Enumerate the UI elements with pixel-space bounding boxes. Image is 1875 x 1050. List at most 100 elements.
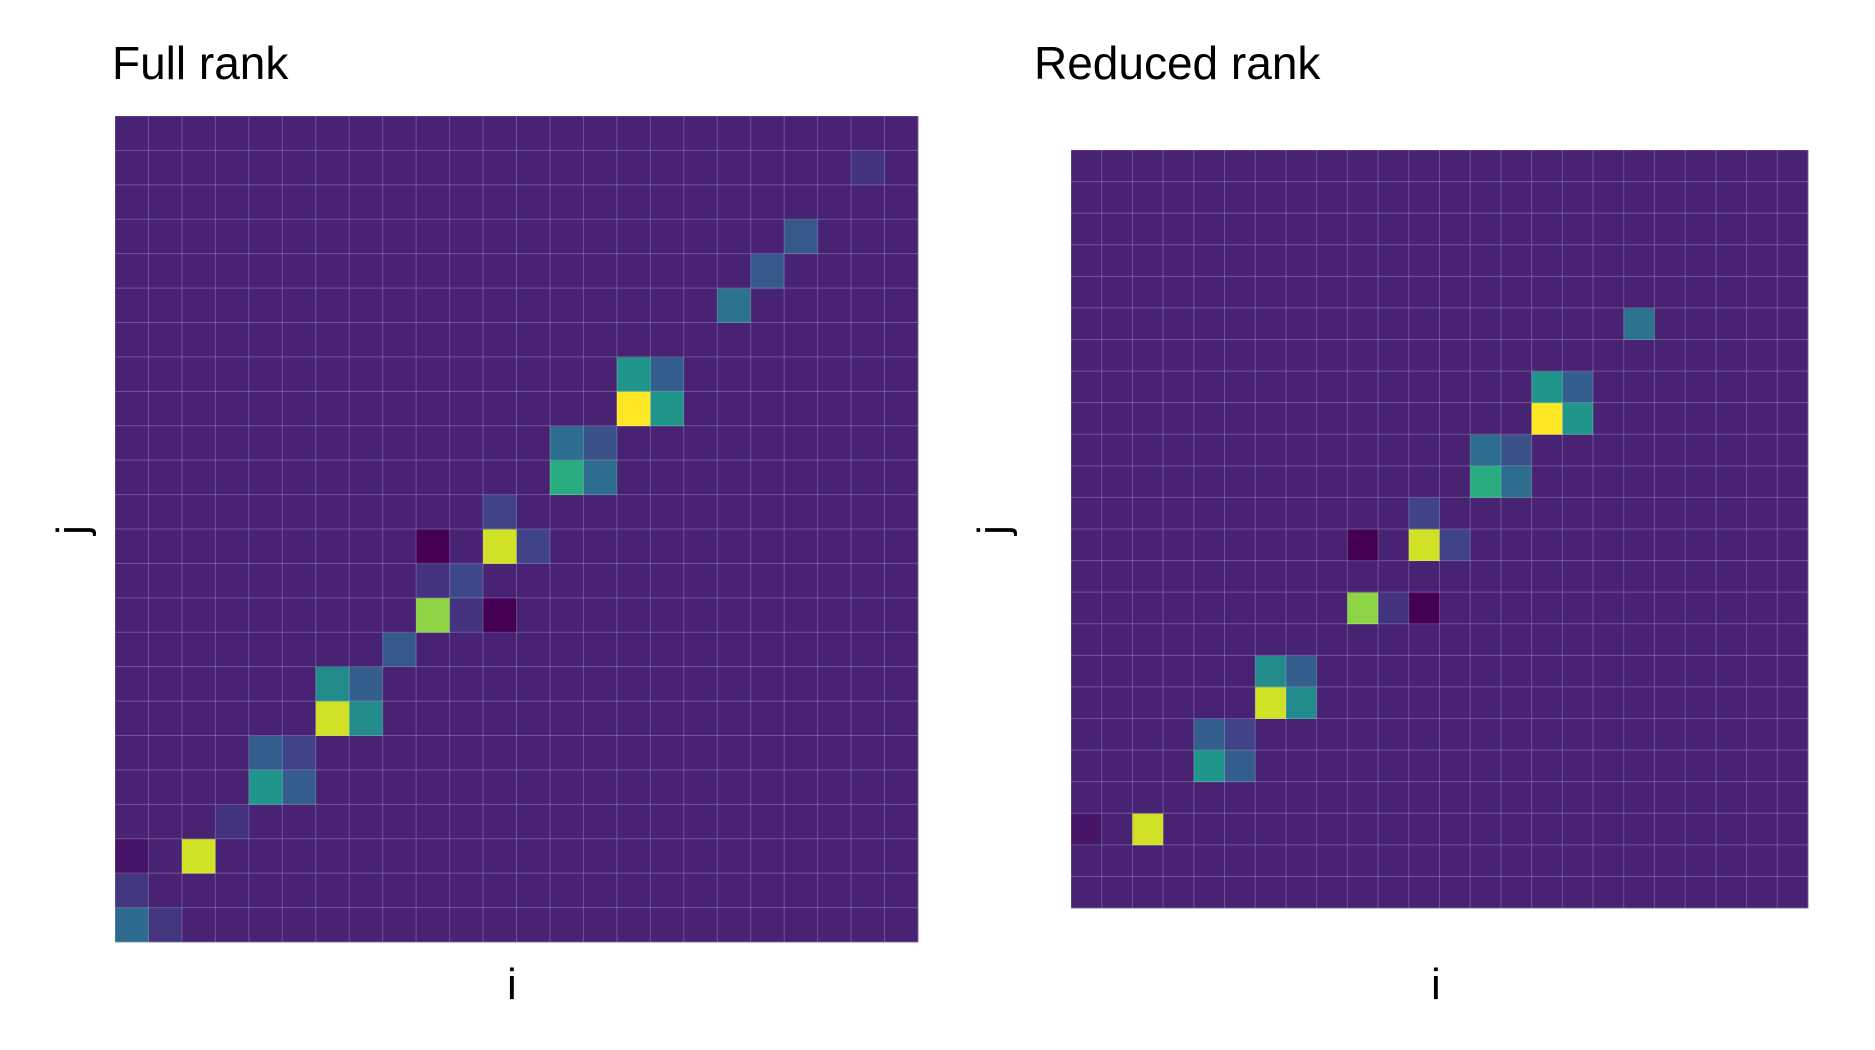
heatmap-cell	[1163, 244, 1195, 277]
heatmap-cell	[1316, 371, 1348, 404]
heatmap-cell	[416, 322, 450, 358]
heatmap-cell	[1378, 371, 1410, 404]
heatmap-cell	[784, 184, 819, 220]
heatmap-cell	[1470, 402, 1502, 435]
heatmap-cell	[1347, 497, 1379, 530]
heatmap-cell	[416, 150, 450, 186]
heatmap-cell	[516, 769, 551, 805]
heatmap-cell	[884, 425, 919, 461]
heatmap-cell	[1531, 276, 1563, 309]
heatmap-cell	[784, 219, 819, 255]
heatmap-cell	[1193, 813, 1225, 846]
heatmap-cell	[148, 529, 183, 564]
heatmap-cell	[650, 184, 685, 220]
heatmap-cell	[483, 873, 517, 908]
heatmap-cell	[1562, 592, 1594, 625]
heatmap-cell	[683, 563, 718, 599]
heatmap-cell	[683, 391, 718, 427]
heatmap-cell	[1715, 781, 1747, 814]
heatmap-cell	[1500, 434, 1533, 467]
heatmap-cell	[750, 494, 785, 530]
heatmap-cell	[884, 597, 919, 633]
heatmap-cell	[416, 563, 450, 599]
heatmap-cell	[1071, 213, 1103, 246]
heatmap-cell	[1101, 371, 1133, 404]
heatmap-cell	[382, 735, 417, 771]
heatmap-cell	[1439, 876, 1471, 909]
heatmap-cell	[1285, 750, 1318, 783]
heatmap-cell	[1562, 213, 1594, 246]
heatmap-cell	[1071, 655, 1103, 688]
heatmap-cell	[884, 873, 919, 908]
heatmap-cell	[683, 253, 718, 289]
heatmap-cell	[817, 873, 852, 908]
heatmap-cell	[583, 529, 618, 564]
heatmap-cell	[616, 529, 651, 564]
heatmap-cell	[1715, 750, 1747, 783]
heatmap-cell	[1101, 213, 1133, 246]
x-axis-label-reduced-rank: i	[1431, 960, 1441, 1009]
heatmap-cell	[1071, 813, 1103, 846]
heatmap-cell	[549, 184, 584, 220]
heatmap-cell	[583, 563, 618, 599]
heatmap-cell	[851, 735, 885, 771]
heatmap-cell	[717, 460, 752, 495]
heatmap-cell	[1255, 497, 1287, 530]
heatmap-cell	[1593, 560, 1625, 593]
heatmap-cell	[851, 838, 885, 874]
heatmap-cell	[282, 288, 317, 323]
heatmap-cell	[717, 494, 752, 530]
heatmap-cell	[616, 253, 651, 289]
heatmap-cell	[282, 425, 317, 461]
heatmap-cell	[1623, 813, 1655, 846]
heatmap-cell	[1715, 686, 1747, 719]
heatmap-cell	[1470, 718, 1502, 751]
heatmap-cell	[1439, 307, 1471, 340]
heatmap-cell	[750, 769, 785, 805]
heatmap-cell	[1470, 623, 1502, 656]
heatmap-cell	[750, 425, 785, 461]
heatmap-cell	[148, 150, 183, 186]
heatmap-cell	[282, 494, 317, 530]
heatmap-cell	[282, 666, 317, 702]
heatmap-cell	[115, 391, 149, 427]
heatmap-cell	[616, 701, 651, 736]
heatmap-cell	[616, 632, 651, 668]
heatmap-cell	[884, 529, 919, 564]
heatmap-cell	[1071, 307, 1103, 340]
heatmap-cell	[248, 150, 283, 186]
heatmap-cell	[248, 701, 283, 736]
heatmap-cell	[1746, 592, 1778, 625]
heatmap-cell	[1500, 150, 1533, 182]
heatmap-cell	[1654, 718, 1686, 751]
heatmap-cell	[1132, 623, 1164, 656]
heatmap-cell	[884, 288, 919, 323]
heatmap-cell	[1562, 781, 1594, 814]
heatmap-cell	[1071, 497, 1103, 530]
heatmap-cell	[215, 597, 250, 633]
heatmap-cell	[516, 666, 551, 702]
heatmap-cell	[516, 873, 551, 908]
heatmap-cell	[717, 769, 752, 805]
heatmap-cell	[1593, 686, 1625, 719]
heatmap-cell	[516, 735, 551, 771]
heatmap-cell	[1746, 434, 1778, 467]
heatmap-cell	[1224, 434, 1256, 467]
heatmap-cell	[181, 494, 216, 530]
heatmap-cell	[784, 666, 819, 702]
heatmap-cell	[1285, 781, 1318, 814]
heatmap-cell	[148, 116, 183, 151]
heatmap-cell	[1071, 402, 1103, 435]
heatmap-cell	[1685, 244, 1717, 277]
heatmap-cell	[215, 184, 250, 220]
heatmap-cell	[1193, 402, 1225, 435]
heatmap-cell	[1101, 560, 1133, 593]
heatmap-cell	[851, 391, 885, 427]
heatmap-cell	[181, 425, 216, 461]
heatmap-cell	[884, 391, 919, 427]
heatmap-cell	[583, 150, 618, 186]
heatmap-cell	[1071, 276, 1103, 309]
heatmap-cell	[1378, 497, 1410, 530]
heatmap-cell	[616, 838, 651, 874]
heatmap-cell	[1746, 844, 1778, 877]
